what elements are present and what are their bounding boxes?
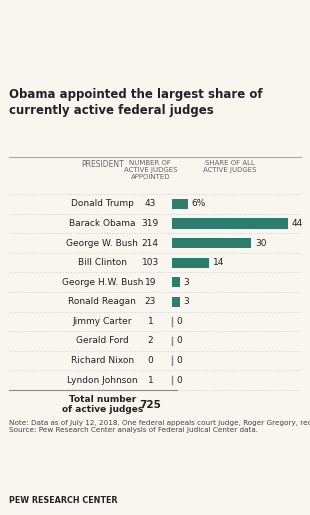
Text: 14: 14 [213,258,224,267]
FancyBboxPatch shape [172,277,180,287]
Text: PRESIDENT: PRESIDENT [81,160,124,168]
Text: 0: 0 [177,317,183,326]
Text: Bill Clinton: Bill Clinton [78,258,127,267]
Text: George W. Bush: George W. Bush [66,238,138,248]
Text: Donald Trump: Donald Trump [71,199,134,209]
Text: 43: 43 [145,199,156,209]
Text: 725: 725 [140,400,161,410]
Text: 0: 0 [177,356,183,365]
Text: 6%: 6% [192,199,206,209]
Text: 1: 1 [148,375,153,385]
Text: Barack Obama: Barack Obama [69,219,135,228]
Text: 3: 3 [184,297,189,306]
Text: 1: 1 [148,317,153,326]
Text: Note: Data as of July 12, 2018. One federal appeals court judge, Roger Gregory, : Note: Data as of July 12, 2018. One fede… [9,420,310,434]
Text: 2: 2 [148,336,153,346]
Text: 103: 103 [142,258,159,267]
Text: George H.W. Bush: George H.W. Bush [62,278,143,287]
Text: 19: 19 [144,278,156,287]
FancyBboxPatch shape [172,199,188,209]
Text: SHARE OF ALL
ACTIVE JUDGES: SHARE OF ALL ACTIVE JUDGES [203,160,257,173]
Text: Obama appointed the largest share of
currently active federal judges: Obama appointed the largest share of cur… [9,88,263,116]
FancyBboxPatch shape [172,218,288,229]
Text: NUMBER OF
ACTIVE JUDGES
APPOINTED: NUMBER OF ACTIVE JUDGES APPOINTED [124,160,177,180]
Text: 44: 44 [292,219,303,228]
Text: Ronald Reagan: Ronald Reagan [69,297,136,306]
Text: 23: 23 [145,297,156,306]
Text: Lyndon Johnson: Lyndon Johnson [67,375,138,385]
Text: 3: 3 [184,278,189,287]
Text: 0: 0 [148,356,153,365]
FancyBboxPatch shape [172,297,180,307]
Text: 319: 319 [142,219,159,228]
Text: PEW RESEARCH CENTER: PEW RESEARCH CENTER [9,495,118,505]
Text: Richard Nixon: Richard Nixon [71,356,134,365]
Text: 0: 0 [177,336,183,346]
Text: 0: 0 [177,375,183,385]
Text: 30: 30 [255,238,267,248]
Text: 214: 214 [142,238,159,248]
FancyBboxPatch shape [172,258,209,268]
Text: Total number
of active judges: Total number of active judges [62,395,143,415]
Text: Gerald Ford: Gerald Ford [76,336,129,346]
Text: Jimmy Carter: Jimmy Carter [73,317,132,326]
FancyBboxPatch shape [172,238,251,248]
